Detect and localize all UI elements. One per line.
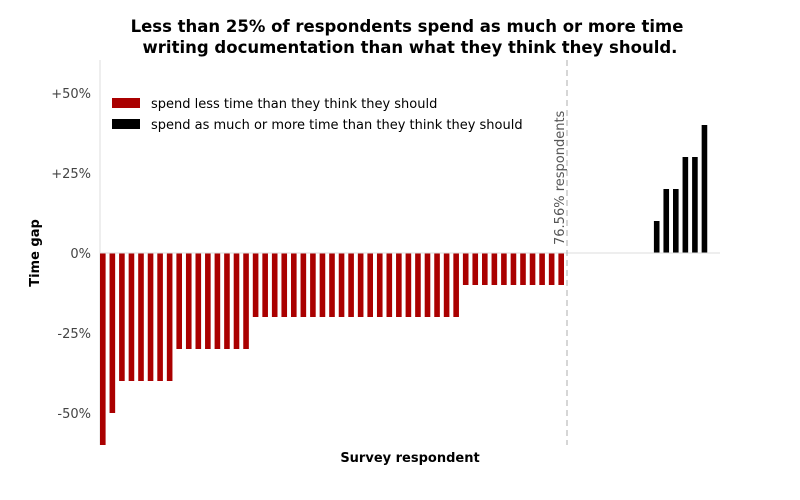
- bar-less-time: [157, 253, 163, 381]
- y-ticks: +50% +25% 0% -25% -50%: [51, 87, 91, 422]
- legend: spend less time than they think they sho…: [112, 97, 523, 133]
- bar-less-time: [281, 253, 288, 317]
- bar-less-time: [119, 253, 125, 381]
- bar-more-time: [653, 221, 660, 253]
- bar-less-time: [453, 253, 459, 317]
- bar-less-time: [501, 253, 507, 285]
- bar-less-time: [405, 253, 412, 317]
- bar-less-time: [558, 253, 564, 285]
- divider-annotation: 76.56% respondents: [553, 110, 568, 245]
- bar-less-time: [319, 253, 326, 317]
- bar-less-time: [138, 253, 144, 381]
- chart-title-line-2: writing documentation than what they thi…: [143, 38, 678, 57]
- bar-less-time: [214, 253, 221, 349]
- bar-less-time: [424, 253, 431, 317]
- y-tick-label: -25%: [57, 327, 91, 342]
- bar-less-time: [443, 253, 450, 317]
- bar-less-time: [329, 253, 335, 317]
- bar-less-time: [147, 253, 154, 381]
- bar-less-time: [434, 253, 440, 317]
- bar-less-time: [482, 253, 488, 285]
- bar-more-time: [701, 125, 708, 253]
- bar-less-time: [243, 253, 249, 349]
- bar-less-time: [233, 253, 240, 349]
- bar-less-time: [224, 253, 230, 349]
- legend-swatch-less: [112, 98, 140, 108]
- bar-less-time: [252, 253, 259, 317]
- y-tick-label: 0%: [70, 247, 91, 262]
- bar-less-time: [367, 253, 373, 317]
- y-tick-label: +25%: [51, 167, 91, 182]
- bar-less-time: [271, 253, 278, 317]
- bar-less-time: [462, 253, 469, 285]
- bar-less-time: [338, 253, 345, 317]
- bar-less-time: [176, 253, 182, 349]
- legend-label-more: spend as much or more time than they thi…: [151, 118, 523, 133]
- bar-more-time: [673, 189, 679, 253]
- legend-label-less: spend less time than they think they sho…: [151, 97, 437, 112]
- bar-less-time: [357, 253, 364, 317]
- bars: [100, 125, 708, 445]
- bar-less-time: [529, 253, 536, 285]
- bar-less-time: [510, 253, 517, 285]
- bar-less-time: [415, 253, 421, 317]
- bar-less-time: [166, 253, 173, 381]
- bar-less-time: [491, 253, 498, 285]
- legend-swatch-more: [112, 119, 140, 129]
- bar-more-time: [692, 157, 698, 253]
- bar-less-time: [195, 253, 202, 349]
- y-axis-label: Time gap: [28, 219, 43, 287]
- bar-less-time: [396, 253, 402, 317]
- chart-title-line-1: Less than 25% of respondents spend as mu…: [131, 17, 684, 36]
- bar-less-time: [128, 253, 135, 381]
- y-tick-label: +50%: [51, 87, 91, 102]
- bar-more-time: [663, 189, 670, 253]
- bar-less-time: [310, 253, 316, 317]
- bar-less-time: [100, 253, 106, 445]
- bar-less-time: [262, 253, 268, 317]
- bar-less-time: [291, 253, 297, 317]
- bar-less-time: [520, 253, 526, 285]
- bar-more-time: [682, 157, 689, 253]
- bar-less-time: [205, 253, 211, 349]
- bar-less-time: [539, 253, 545, 285]
- bar-less-time: [109, 253, 116, 413]
- y-tick-label: -50%: [57, 407, 91, 422]
- bar-less-time: [300, 253, 307, 317]
- bar-less-time: [386, 253, 393, 317]
- bar-less-time: [376, 253, 383, 317]
- bar-less-time: [348, 253, 354, 317]
- x-axis-label: Survey respondent: [340, 451, 479, 466]
- bar-less-time: [185, 253, 192, 349]
- bar-less-time: [472, 253, 479, 285]
- bar-less-time: [548, 253, 555, 285]
